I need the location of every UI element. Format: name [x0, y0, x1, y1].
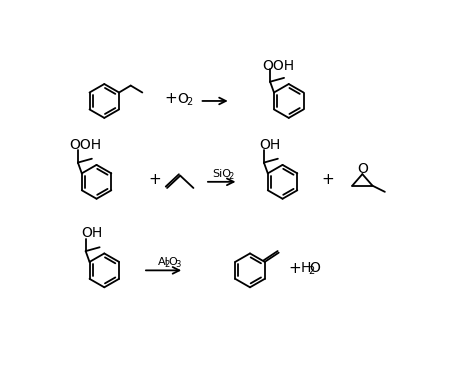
Text: OH: OH	[81, 226, 103, 241]
Text: O: O	[168, 257, 177, 267]
Text: O: O	[177, 92, 188, 106]
Text: +: +	[165, 91, 177, 106]
Text: +: +	[288, 261, 302, 276]
Text: 2: 2	[308, 266, 315, 276]
Text: H: H	[301, 261, 311, 275]
Text: OH: OH	[260, 138, 281, 152]
Text: 3: 3	[175, 260, 180, 269]
Text: +: +	[321, 172, 334, 187]
Text: 2: 2	[186, 97, 193, 107]
Text: Al: Al	[158, 257, 169, 267]
Text: O: O	[309, 261, 320, 275]
Text: 2: 2	[164, 260, 170, 269]
Text: OOH: OOH	[70, 138, 102, 152]
Text: OOH: OOH	[262, 59, 294, 73]
Text: SiO: SiO	[212, 169, 231, 179]
Text: +: +	[148, 172, 161, 187]
Text: 2: 2	[229, 172, 234, 181]
Text: O: O	[357, 162, 368, 176]
